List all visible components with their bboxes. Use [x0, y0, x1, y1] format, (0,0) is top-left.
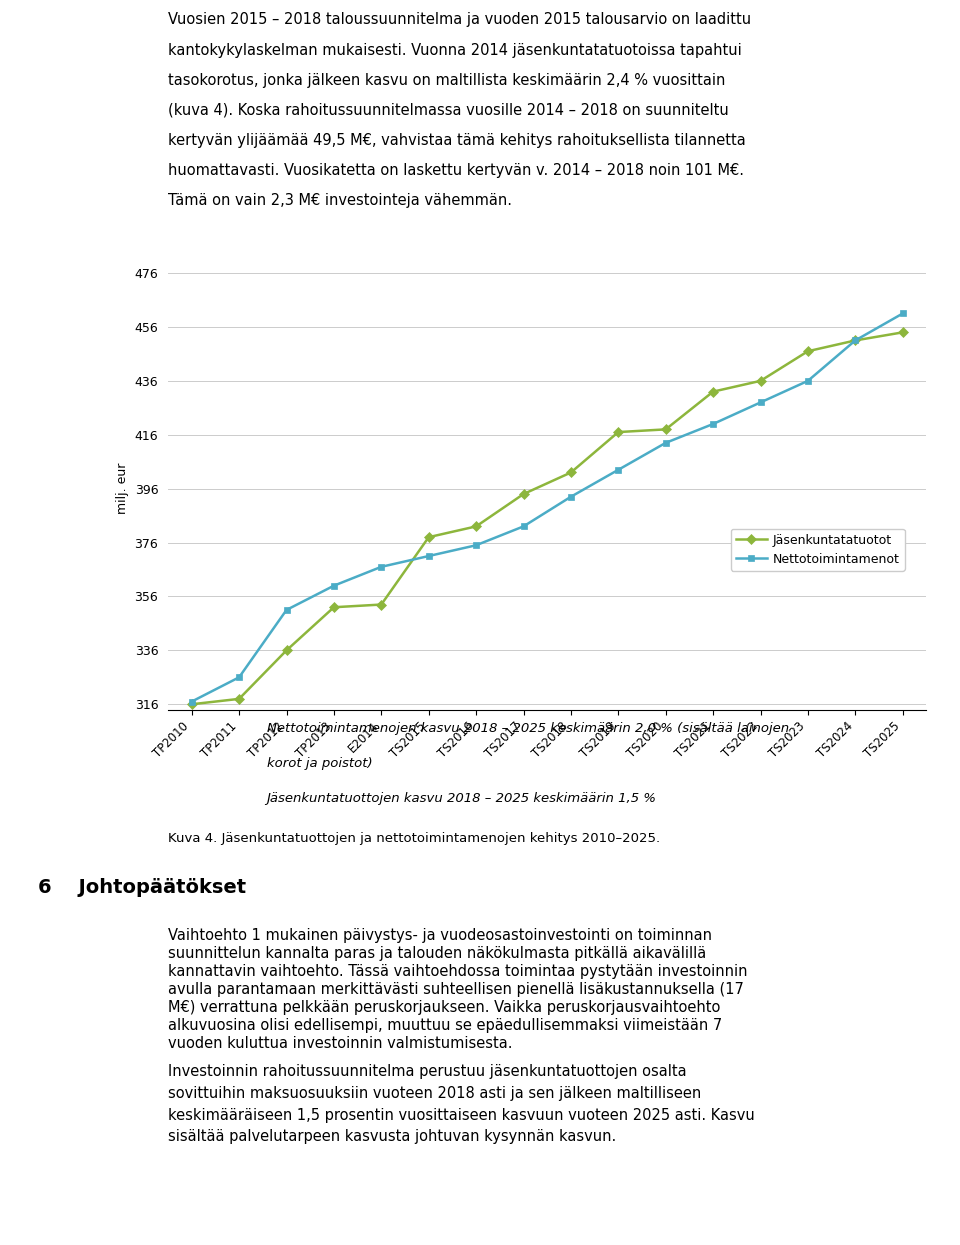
Text: kantokykylaskelman mukaisesti. Vuonna 2014 jäsenkuntatatuotoissa tapahtui: kantokykylaskelman mukaisesti. Vuonna 20… [168, 42, 742, 57]
Text: Nettotoimintamenojen kasvu 2018 – 2025 keskimäärin 2,0 % (sisältää lainojen: Nettotoimintamenojen kasvu 2018 – 2025 k… [267, 722, 789, 735]
Text: huomattavasti. Vuosikatetta on laskettu kertyvän v. 2014 – 2018 noin 101 M€.: huomattavasti. Vuosikatetta on laskettu … [168, 163, 744, 178]
Text: sisältää palvelutarpeen kasvusta johtuvan kysynnän kasvun.: sisältää palvelutarpeen kasvusta johtuva… [168, 1129, 616, 1144]
Text: Tämä on vain 2,3 M€ investointeja vähemmän.: Tämä on vain 2,3 M€ investointeja vähemm… [168, 193, 512, 208]
Y-axis label: milj. eur: milj. eur [116, 463, 129, 514]
Text: alkuvuosina olisi edellisempi, muuttuu se epäedullisemmaksi viimeistään 7: alkuvuosina olisi edellisempi, muuttuu s… [168, 1018, 722, 1033]
Text: M€) verrattuna pelkkään peruskorjaukseen. Vaikka peruskorjausvaihtoehto: M€) verrattuna pelkkään peruskorjaukseen… [168, 1000, 720, 1015]
Text: (kuva 4). Koska rahoitussuunnitelmassa vuosille 2014 – 2018 on suunniteltu: (kuva 4). Koska rahoitussuunnitelmassa v… [168, 102, 729, 117]
Text: Kuva 4. Jäsenkuntatuottojen ja nettotoimintamenojen kehitys 2010–2025.: Kuva 4. Jäsenkuntatuottojen ja nettotoim… [168, 832, 660, 844]
Text: avulla parantamaan merkittävästi suhteellisen pienellä lisäkustannuksella (17: avulla parantamaan merkittävästi suhteel… [168, 981, 744, 997]
Legend: Jäsenkuntatatuotot, Nettotoimintamenot: Jäsenkuntatatuotot, Nettotoimintamenot [731, 529, 905, 570]
Text: suunnittelun kannalta paras ja talouden näkökulmasta pitkällä aikavälillä: suunnittelun kannalta paras ja talouden … [168, 946, 707, 961]
Text: Vuosien 2015 – 2018 taloussuunnitelma ja vuoden 2015 talousarvio on laadittu: Vuosien 2015 – 2018 taloussuunnitelma ja… [168, 12, 751, 27]
Text: tasokorotus, jonka jälkeen kasvu on maltillista keskimäärin 2,4 % vuosittain: tasokorotus, jonka jälkeen kasvu on malt… [168, 72, 726, 87]
Text: Vaihtoehto 1 mukainen päivystys- ja vuodeosastoinvestointi on toiminnan: Vaihtoehto 1 mukainen päivystys- ja vuod… [168, 928, 712, 942]
Text: keskimääräiseen 1,5 prosentin vuosittaiseen kasvuun vuoteen 2025 asti. Kasvu: keskimääräiseen 1,5 prosentin vuosittais… [168, 1108, 755, 1123]
Text: kannattavin vaihtoehto. Tässä vaihtoehdossa toimintaa pystytään investoinnin: kannattavin vaihtoehto. Tässä vaihtoehdo… [168, 964, 748, 979]
Text: kertyvän ylijäämää 49,5 M€, vahvistaa tämä kehitys rahoituksellista tilannetta: kertyvän ylijäämää 49,5 M€, vahvistaa tä… [168, 133, 746, 148]
Text: vuoden kuluttua investoinnin valmistumisesta.: vuoden kuluttua investoinnin valmistumis… [168, 1036, 513, 1051]
Text: korot ja poistot): korot ja poistot) [267, 757, 372, 769]
Text: 6    Johtopäätökset: 6 Johtopäätökset [38, 878, 247, 896]
Text: sovittuihin maksuosuuksiin vuoteen 2018 asti ja sen jälkeen maltilliseen: sovittuihin maksuosuuksiin vuoteen 2018 … [168, 1086, 701, 1101]
Text: Investoinnin rahoitussuunnitelma perustuu jäsenkuntatuottojen osalta: Investoinnin rahoitussuunnitelma perustu… [168, 1064, 686, 1079]
Text: Jäsenkuntatuottojen kasvu 2018 – 2025 keskimäärin 1,5 %: Jäsenkuntatuottojen kasvu 2018 – 2025 ke… [267, 792, 657, 804]
